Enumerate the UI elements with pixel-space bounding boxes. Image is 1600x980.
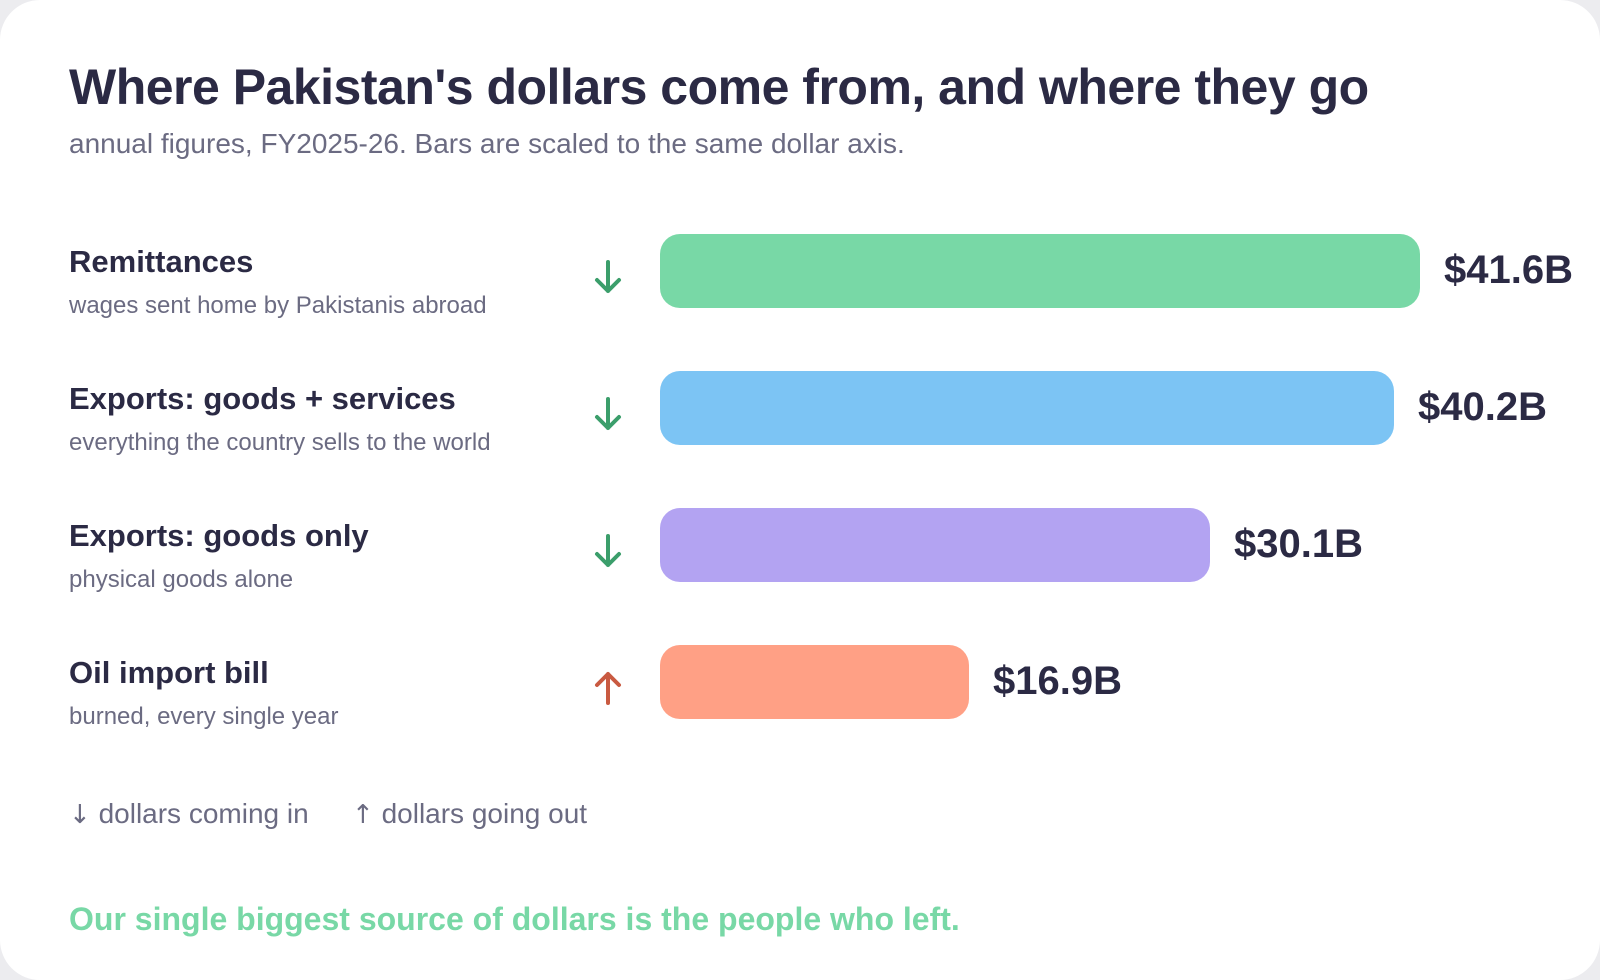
arrow-up-icon: [595, 672, 621, 705]
arrow-up-icon: ↑: [352, 800, 374, 830]
bar-row: Exports: goods + services everything the …: [0, 371, 1600, 483]
arrow-down-icon: ↓: [69, 800, 91, 830]
bar-row: Exports: goods only physical goods alone $…: [0, 508, 1600, 620]
legend-label-out: dollars going out: [381, 798, 588, 829]
category-description: wages sent home by Pakistanis abroad: [69, 292, 487, 319]
arrow-down-icon: [595, 397, 621, 430]
bar: [660, 645, 969, 719]
arrow-down-icon: [595, 534, 621, 567]
category-label: Oil import bill: [69, 655, 269, 690]
category-label: Remittances: [69, 244, 254, 279]
arrow-down-icon: [595, 260, 621, 293]
legend-item-out: ↑ dollars going out: [352, 798, 587, 830]
category-label: Exports: goods + services: [69, 381, 456, 416]
bar: [660, 234, 1420, 308]
legend-label-in: dollars coming in: [98, 798, 309, 829]
bar: [660, 371, 1394, 445]
chart-title: Where Pakistan's dollars come from, and …: [69, 59, 1369, 115]
chart-subtitle: annual figures, FY2025-26. Bars are scal…: [69, 128, 905, 159]
category-description: everything the country sells to the worl…: [69, 429, 491, 456]
bar-row: Oil import bill burned, every single year…: [0, 645, 1600, 757]
category-description: burned, every single year: [69, 703, 339, 730]
takeaway-note: Our single biggest source of dollars is …: [69, 901, 960, 937]
bar-row: Remittances wages sent home by Pakistanis…: [0, 234, 1600, 346]
bar-value-label: $30.1B: [1234, 522, 1363, 566]
bar: [660, 508, 1210, 582]
category-label: Exports: goods only: [69, 518, 369, 553]
bar-value-label: $40.2B: [1418, 385, 1547, 429]
legend-item-in: ↓ dollars coming in: [69, 798, 309, 830]
category-description: physical goods alone: [69, 566, 294, 593]
bar-value-label: $41.6B: [1444, 248, 1573, 292]
bar-value-label: $16.9B: [993, 659, 1122, 703]
